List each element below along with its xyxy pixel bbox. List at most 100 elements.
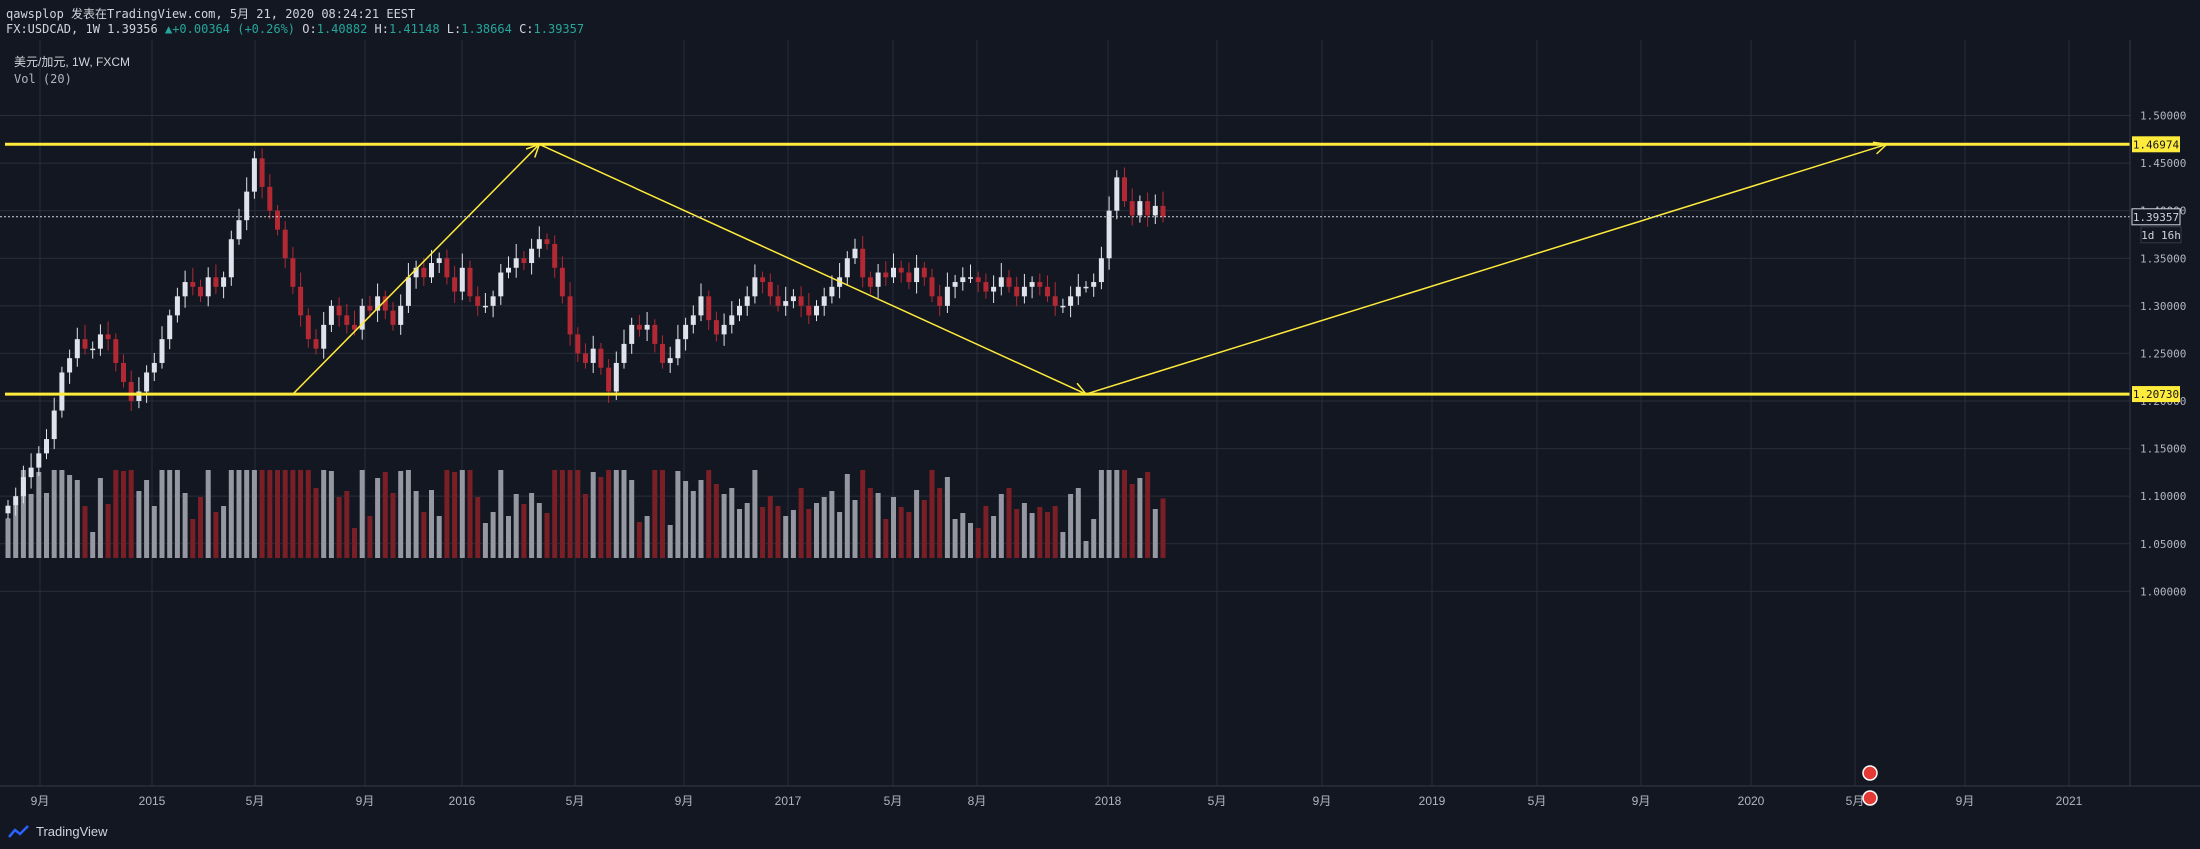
volume-bar: [883, 519, 889, 558]
volume-bar: [713, 484, 719, 558]
volume-bar: [975, 528, 981, 558]
volume-bar: [844, 474, 850, 558]
trend-arrow-line[interactable]: [292, 143, 540, 395]
candle-body: [529, 248, 535, 264]
candle-body: [821, 296, 827, 306]
candle-body: [5, 505, 11, 514]
candle-body: [713, 320, 719, 335]
candle-body: [429, 263, 434, 278]
volume-bar: [606, 470, 612, 558]
volume-bar: [244, 470, 250, 558]
volume-bar: [960, 513, 966, 558]
candle-body: [960, 277, 966, 283]
candle-body: [475, 296, 481, 306]
publish-line: qawsplop 发表在TradingView.com, 5月 21, 2020…: [6, 5, 415, 22]
candle-body: [729, 315, 735, 325]
time-tick-label: 5月: [1208, 794, 1227, 808]
candle-body: [706, 296, 712, 321]
price-tick-label: 1.10000: [2140, 490, 2186, 503]
candle-body: [159, 339, 165, 363]
candle-body: [1122, 177, 1127, 202]
alert-bell-icon[interactable]: [1862, 765, 1878, 781]
candle-body: [490, 296, 496, 306]
volume-bar: [190, 519, 196, 558]
volume-bar: [783, 516, 789, 558]
volume-bar: [521, 504, 527, 558]
candle-body: [467, 267, 473, 297]
volume-bar: [1029, 513, 1035, 558]
time-tick-label: 9月: [356, 794, 375, 808]
candle-body: [790, 296, 796, 302]
candlesticks[interactable]: [5, 148, 1166, 520]
candle-body: [398, 305, 404, 325]
candle-body: [583, 353, 588, 363]
candle-body: [937, 296, 943, 306]
trend-arrow-line[interactable]: [1085, 143, 1888, 395]
volume-bar: [459, 470, 465, 558]
legend-volume[interactable]: Vol (20): [14, 72, 72, 86]
time-tick-label: 5月: [246, 794, 265, 808]
price-tick-label: 1.05000: [2140, 538, 2186, 551]
candle-body: [598, 348, 604, 368]
author-name[interactable]: qawsplop: [6, 7, 64, 21]
time-axis[interactable]: 9月 2015 5月 9月 2016 5月 9月 2017 5月 8月 2018 5月 9月 2019 5月…: [31, 794, 2083, 808]
horizontal-levels[interactable]: [5, 142, 2130, 396]
candle-body: [552, 243, 558, 268]
volume-bar: [760, 507, 766, 558]
candle-body: [167, 315, 173, 340]
low-value: 1.38664: [461, 22, 512, 36]
candle-body: [290, 258, 296, 287]
symbol-label[interactable]: FX:USDCAD, 1W: [6, 22, 100, 36]
candle-body: [44, 439, 49, 454]
volume-bar: [1021, 503, 1027, 558]
candle-body: [20, 477, 26, 497]
tradingview-logo[interactable]: TradingView: [8, 824, 108, 839]
up-triangle-icon: ▲: [164, 22, 173, 36]
legend-title[interactable]: 美元/加元, 1W, FXCM: [14, 55, 130, 69]
volume-bar: [267, 470, 273, 558]
volume-bar: [482, 523, 488, 558]
volume-bar: [221, 506, 227, 558]
candle-body: [298, 286, 304, 316]
volume-bar: [583, 494, 588, 558]
candle-body: [259, 158, 265, 187]
volume-bar: [421, 512, 427, 558]
volume-bar: [413, 491, 419, 558]
volume-bar: [359, 470, 365, 558]
volume-bar: [44, 493, 49, 558]
candle-body: [621, 343, 627, 363]
volume-bar: [529, 493, 535, 558]
volume-bar: [1114, 470, 1120, 558]
price-chart[interactable]: 1.500001.450001.400001.350001.300001.250…: [0, 40, 2200, 820]
price-tick-label: 1.45000: [2140, 157, 2186, 170]
candle-body: [1083, 286, 1089, 289]
alert-markers[interactable]: [1862, 765, 1878, 806]
candle-body: [28, 467, 34, 478]
candle-body: [983, 282, 989, 292]
candle-body: [74, 339, 80, 359]
trend-arrow-line[interactable]: [538, 143, 1087, 395]
candle-body: [690, 315, 696, 325]
candle-body: [867, 277, 873, 287]
candle-body: [367, 305, 373, 311]
time-tick-label: 2021: [2056, 794, 2083, 808]
volume-bar: [1037, 507, 1043, 558]
time-tick-label: 9月: [31, 794, 50, 808]
alert-bell-icon[interactable]: [1862, 790, 1878, 806]
volume-bar: [151, 506, 157, 558]
volume-bar: [636, 522, 642, 558]
volume-bar: [144, 480, 150, 558]
volume-bar: [90, 532, 96, 558]
candle-body: [1152, 205, 1158, 216]
volume-bar: [552, 470, 558, 558]
volume-bar: [652, 470, 658, 558]
volume-bar: [1152, 509, 1158, 558]
candle-body: [344, 315, 350, 325]
volume-bar: [5, 518, 11, 558]
candle-body: [636, 324, 642, 330]
candle-body: [198, 286, 203, 297]
volume-bar: [352, 528, 357, 558]
candle-body: [968, 277, 973, 279]
volume-bar: [937, 488, 943, 558]
candle-body: [421, 267, 427, 278]
